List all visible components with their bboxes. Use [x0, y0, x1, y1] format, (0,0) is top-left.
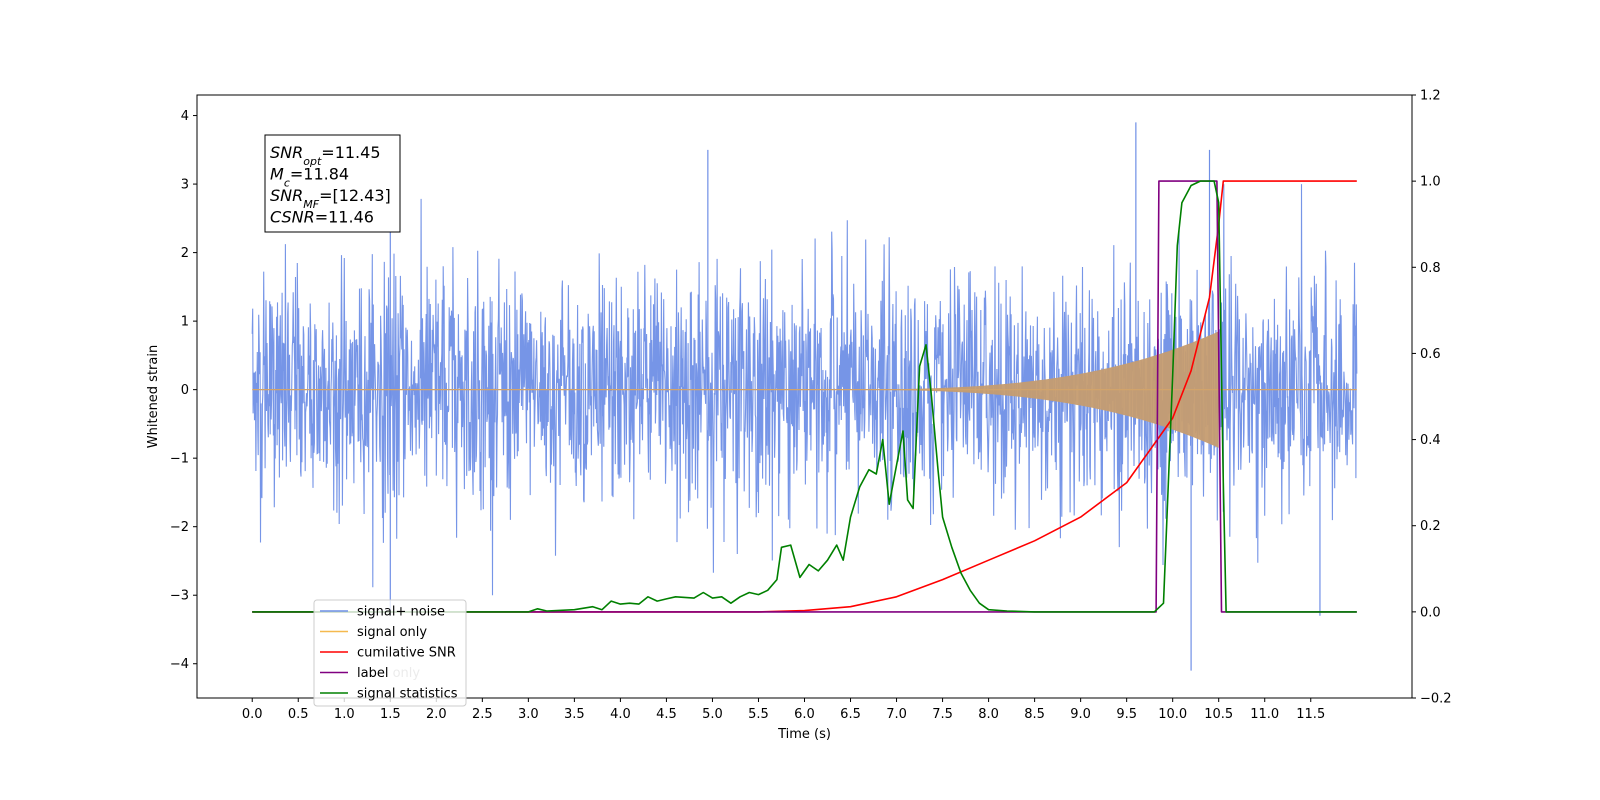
- legend-entry-label: signal+ noise: [357, 605, 445, 620]
- x-tick-label: 7.0: [886, 707, 907, 722]
- annotation-frame: [264, 134, 401, 233]
- x-tick-label: 6.5: [840, 707, 861, 722]
- y-tick-label: −2: [170, 520, 189, 535]
- signal-statistics-line: [252, 180, 1357, 613]
- y-tick-label: 0: [181, 383, 189, 398]
- y2-tick-label: −0.2: [1420, 692, 1452, 707]
- x-tick-label: 6.0: [794, 707, 815, 722]
- y-axis-label: Whitened strain: [146, 345, 161, 448]
- right-axis-series: [252, 180, 1357, 613]
- y2-tick-label: 1.0: [1420, 175, 1441, 190]
- legend-box: [313, 599, 467, 707]
- y2-tick-label: 0.6: [1420, 347, 1441, 362]
- y-tick-label: 4: [181, 109, 189, 124]
- annotation-line: SNRopt=11.45: [270, 143, 381, 168]
- y-tick-label: −3: [170, 589, 189, 604]
- y-axis-left: 4 3 2 1 0 −1 −2 −3 −4: [170, 109, 197, 672]
- y-tick-label: −4: [170, 657, 189, 672]
- y2-tick-label: 0.8: [1420, 261, 1441, 276]
- y-tick-label: 3: [181, 178, 189, 193]
- x-tick-label: 1.5: [380, 707, 401, 722]
- annotation-line: CSNR=11.46: [270, 208, 374, 227]
- x-tick-label: 9.0: [1070, 707, 1091, 722]
- x-tick-label: 2.5: [472, 707, 493, 722]
- x-tick-label: 7.5: [932, 707, 953, 722]
- x-tick-label: 10.0: [1158, 707, 1187, 722]
- x-tick-label: 5.0: [702, 707, 723, 722]
- y2-tick-label: 0.2: [1420, 519, 1441, 534]
- y-axis-right: 1.2 1.0 0.8 0.6 0.4 0.2 0.0 −0.2: [1412, 89, 1452, 707]
- x-axis: 0.0 0.5 1.0 1.5 2.0 2.5 3.0 3.5 4.0 4.5 5.0 5.5 6.0 6…: [242, 698, 1325, 722]
- x-tick-label: 5.5: [748, 707, 769, 722]
- x-tick-label: 3.5: [564, 707, 585, 722]
- x-tick-label: 10.5: [1204, 707, 1233, 722]
- x-tick-label: 0.5: [288, 707, 309, 722]
- x-tick-label: 4.5: [656, 707, 677, 722]
- legend-entry-label: signal only: [357, 625, 427, 640]
- legend-entry-label: cumilative SNR: [357, 646, 456, 661]
- x-tick-label: 4.0: [610, 707, 631, 722]
- x-tick-label: 2.0: [426, 707, 447, 722]
- x-tick-label: 11.5: [1296, 707, 1325, 722]
- x-tick-label: 8.0: [978, 707, 999, 722]
- y2-tick-label: 0.0: [1420, 605, 1441, 620]
- x-axis-label: Time (s): [777, 727, 831, 742]
- legend-entry-label: label: [357, 666, 388, 681]
- x-tick-label: 8.5: [1024, 707, 1045, 722]
- y-tick-label: −1: [170, 452, 189, 467]
- x-tick-label: 3.0: [518, 707, 539, 722]
- y-tick-label: 2: [181, 246, 189, 261]
- y-tick-label: 1: [181, 315, 189, 330]
- annotation-box: SNRopt=11.45Mc=11.84SNRMF=[12.43]CSNR=11…: [264, 134, 401, 233]
- x-tick-label: 11.0: [1250, 707, 1279, 722]
- y2-tick-label: 1.2: [1420, 89, 1441, 104]
- annotation-line: SNRMF=[12.43]: [270, 186, 391, 211]
- x-tick-label: 0.0: [242, 707, 263, 722]
- legend-entry-label: signal statistics: [357, 687, 458, 702]
- x-tick-label: 1.0: [334, 707, 355, 722]
- x-tick-label: 9.5: [1116, 707, 1137, 722]
- annotation-line: Mc=11.84: [270, 165, 349, 190]
- cumilative-snr-line: [252, 180, 1357, 613]
- y2-tick-label: 0.4: [1420, 433, 1441, 448]
